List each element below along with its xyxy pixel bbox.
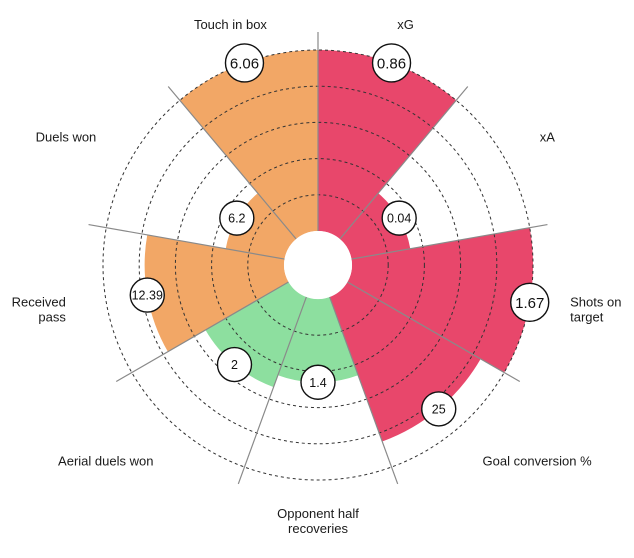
category-label-opponent-half-recoveries: Opponent half recoveries bbox=[277, 506, 359, 536]
grid-ring-3 bbox=[174, 121, 462, 409]
bar-opponent-half-recoveries bbox=[277, 296, 359, 383]
category-label-xa: xA bbox=[540, 130, 556, 145]
center-hole bbox=[284, 231, 352, 299]
value-badge-duels-won bbox=[219, 200, 255, 236]
value-label-goal-conversion: 25 bbox=[432, 402, 446, 416]
category-label-aerial-duels-won: Aerial duels won bbox=[58, 454, 153, 469]
spoke-3 bbox=[351, 223, 548, 260]
value-label-aerial-duels-won: 2 bbox=[231, 358, 238, 372]
category-label-received-pass: Received pass bbox=[12, 294, 67, 324]
value-badge-aerial-duels-won bbox=[216, 346, 253, 383]
value-badge-goal-conversion bbox=[421, 391, 457, 427]
category-label-shots-on-target: Shots on target bbox=[570, 294, 621, 324]
value-label-duels-won: 6.2 bbox=[228, 212, 245, 226]
bar-received-pass bbox=[144, 234, 289, 352]
bar-shots-on-target bbox=[347, 227, 533, 373]
value-badge-touch-in-box bbox=[224, 43, 265, 83]
category-label-goal-conversion: Goal conversion % bbox=[483, 454, 593, 469]
value-label-shots-on-target: 1.67 bbox=[515, 295, 544, 312]
value-badge-shots-on-target bbox=[510, 282, 550, 323]
grid-ring-5 bbox=[102, 49, 534, 481]
spoke-8 bbox=[88, 223, 285, 260]
value-badge-received-pass bbox=[129, 277, 165, 313]
value-label-touch-in-box: 6.06 bbox=[230, 55, 259, 72]
category-label-duels-won: Duels won bbox=[36, 130, 97, 145]
spoke-7 bbox=[115, 281, 289, 383]
spoke-5 bbox=[329, 296, 399, 485]
category-label-xg: xG bbox=[397, 17, 414, 32]
value-label-xg: 0.86 bbox=[377, 55, 406, 72]
value-badge-xg bbox=[371, 43, 412, 83]
value-label-opponent-half-recoveries: 1.4 bbox=[309, 376, 326, 390]
spoke-6 bbox=[237, 296, 307, 485]
value-label-xa: 0.04 bbox=[387, 212, 411, 226]
category-label-touch-in-box: Touch in box bbox=[194, 17, 267, 32]
spoke-9 bbox=[167, 86, 297, 240]
value-badge-xa bbox=[381, 200, 417, 236]
spoke-4 bbox=[347, 281, 521, 383]
bar-xg bbox=[318, 50, 457, 239]
value-badge-opponent-half-recoveries bbox=[300, 364, 336, 400]
spoke-2 bbox=[339, 86, 469, 240]
bar-touch-in-box bbox=[179, 50, 318, 239]
value-label-received-pass: 12.39 bbox=[132, 289, 163, 303]
